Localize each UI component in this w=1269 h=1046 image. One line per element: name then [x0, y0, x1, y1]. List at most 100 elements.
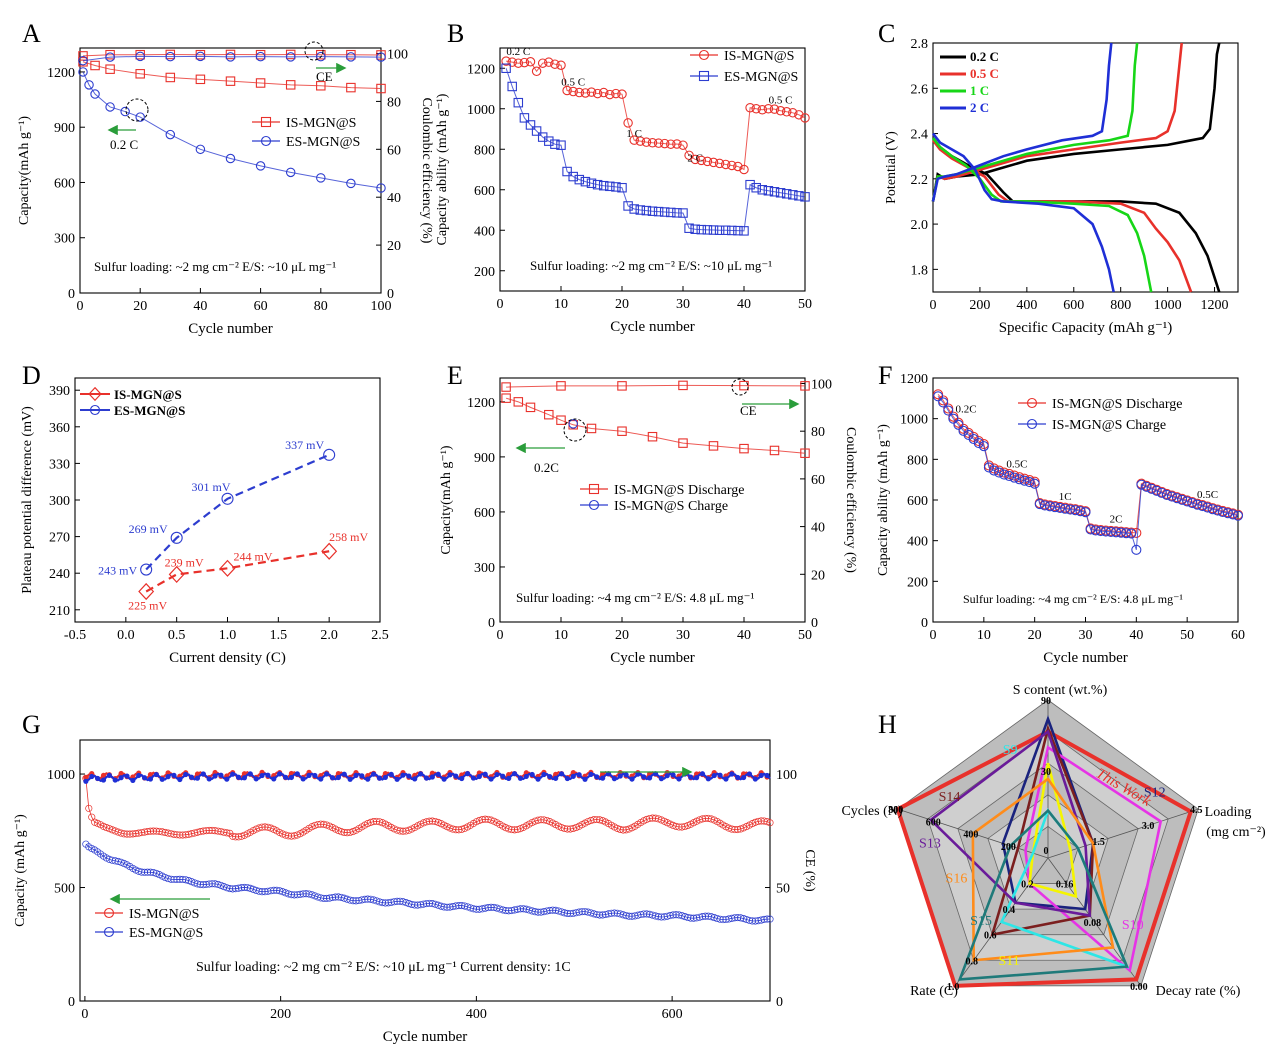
chart-G-point	[572, 909, 580, 917]
chart-G-point	[199, 827, 207, 835]
chart-G-point	[763, 818, 771, 826]
chart-G-point	[399, 827, 407, 835]
chart-F-point	[973, 438, 984, 449]
chart-C-xtick-label: 400	[1016, 298, 1037, 313]
chart-G-point	[358, 896, 366, 904]
chart-C-xtick-label: 200	[969, 298, 990, 313]
chart-A-point	[105, 102, 115, 112]
chart-A-point	[105, 49, 115, 60]
chart-A-series-line	[82, 53, 382, 57]
chart-D-legend-marker	[88, 386, 102, 402]
chart-G-point	[179, 875, 187, 884]
chart-E-ylabel: Capacity(mAh g⁻¹)	[439, 445, 454, 555]
chart-B-point	[598, 180, 609, 191]
chart-H-tick-label: 0.2	[1021, 880, 1034, 891]
chart-G-xlabel: Cycle number	[383, 1029, 468, 1045]
chart-F-point	[1049, 502, 1061, 513]
chart-F-point	[994, 467, 1005, 478]
chart-B-point	[562, 85, 572, 96]
chart-B-point	[598, 87, 609, 98]
chart-F-panel-letter: F	[878, 361, 892, 390]
chart-G-point	[693, 775, 700, 781]
chart-B-rate-label: 0.5 C	[769, 95, 793, 107]
chart-B-point	[550, 59, 560, 69]
chart-D-xtick-label: 0.0	[117, 628, 135, 643]
chart-G-point	[735, 774, 741, 781]
chart-A-point	[165, 72, 176, 83]
chart-D: -0.5 0.0 0.5 1.0 1.5 2.0 2.5 210 240 270 300 330 360…	[20, 361, 389, 666]
chart-G-point	[132, 830, 140, 838]
chart-A-y2tick-label: 20	[387, 239, 401, 254]
chart-G-point	[138, 868, 146, 876]
chart-G-point	[766, 915, 774, 923]
chart-G-legend-label: IS-MGN@S	[129, 907, 199, 922]
chart-E-legend-label: IS-MGN@S Discharge	[614, 483, 744, 498]
chart-G-xtick-label: 600	[662, 1007, 683, 1022]
chart-H-series-8	[957, 808, 1129, 981]
chart-G-point	[722, 915, 730, 924]
chart-B-point	[617, 182, 627, 193]
chart-F-xtick-label: 50	[1180, 628, 1194, 643]
chart-G-point	[737, 825, 745, 833]
chart-G-point	[320, 894, 328, 902]
chart-A-point	[78, 67, 88, 77]
chart-G-point	[337, 828, 345, 836]
chart-G-point	[754, 817, 762, 825]
chart-G-series-data	[82, 769, 774, 925]
chart-A-point	[285, 52, 296, 62]
chart-G-point	[578, 908, 586, 916]
chart-G-point	[487, 903, 495, 911]
chart-F-point	[1131, 544, 1142, 555]
chart-G-point	[425, 899, 433, 907]
chart-G-point	[241, 775, 248, 781]
chart-G-point	[346, 896, 354, 904]
chart-D-xlabel: Current density (C)	[169, 650, 286, 666]
chart-B-point	[562, 166, 572, 177]
chart-G-point	[472, 905, 480, 913]
chart-B-point	[550, 139, 560, 149]
chart-H-tick-label: 0.6	[984, 931, 997, 942]
chart-A-series-line	[82, 61, 382, 90]
chart-G-ytick-label: 1000	[47, 768, 75, 783]
chart-C-discharge-curve	[931, 139, 1193, 293]
chart-G-series-line	[85, 778, 771, 838]
chart-F-legend-label: IS-MGN@S Discharge	[1052, 397, 1182, 412]
chart-A-point	[225, 153, 236, 164]
chart-F-point	[1161, 489, 1172, 500]
chart-G-point	[429, 774, 435, 780]
chart-G-point	[499, 906, 507, 914]
chart-G-point	[766, 819, 774, 827]
chart-G-point	[582, 776, 588, 782]
chart-F-point	[1217, 506, 1228, 518]
chart-G-point	[406, 773, 412, 779]
chart-G-point	[728, 914, 736, 922]
chart-G-point	[628, 912, 636, 920]
chart-G-point	[528, 907, 536, 915]
chart-D-ytick-label: 360	[49, 421, 70, 436]
chart-A-point	[225, 49, 236, 60]
chart-A-y2tick-label: 80	[387, 95, 401, 110]
chart-F-note: Sulfur loading: ~4 mg cm⁻² E/S: 4.8 μL m…	[963, 592, 1183, 606]
chart-G-point	[717, 772, 723, 778]
chart-B-point	[592, 88, 603, 99]
chart-G-point	[232, 833, 240, 841]
chart-G-point	[352, 897, 360, 905]
chart-G-point	[647, 775, 653, 781]
chart-G-point	[217, 881, 225, 889]
chart-F-point	[1207, 504, 1218, 515]
chart-F-rate-label: 0.5C	[1006, 458, 1027, 470]
chart-D-ytick-label: 270	[49, 531, 70, 546]
chart-H-tick-label: 3.0	[1142, 821, 1155, 832]
chart-E-annotation-rate: 0.2C	[534, 460, 559, 475]
chart-B-point	[720, 225, 731, 236]
chart-G-point	[326, 894, 334, 902]
chart-D-point-label: 243 mV	[98, 564, 137, 578]
chart-B-point	[788, 108, 798, 118]
chart-A-annotation-ce: CE	[316, 69, 333, 84]
chart-G-point	[83, 778, 89, 784]
chart-G-point	[282, 774, 289, 780]
chart-E-highlight-circle-ce	[731, 378, 749, 396]
chart-G-point	[553, 775, 559, 781]
chart-A-y2tick-label: 60	[387, 143, 401, 158]
chart-B-xtick-label: 0	[497, 297, 504, 312]
